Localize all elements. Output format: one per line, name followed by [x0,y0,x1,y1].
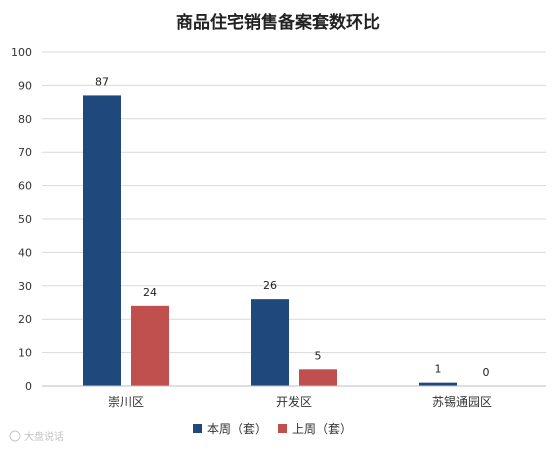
legend-swatch [193,424,202,433]
legend-label: 本周（套） [207,422,267,436]
y-tick-label: 80 [18,113,32,126]
legend[interactable]: 本周（套） 上周（套） [193,422,352,436]
x-axis-categories: 崇川区 开发区 苏锡通园区 [108,394,492,409]
y-tick-label: 60 [18,180,32,193]
data-label: 24 [143,286,157,299]
bar-this-week [83,95,121,387]
y-axis-ticks: 0 10 20 30 40 50 60 70 80 90 100 [11,46,32,393]
gridlines [42,51,546,354]
data-label: 5 [315,349,322,362]
x-category-label: 崇川区 [108,395,144,409]
data-label: 1 [435,363,442,376]
x-category-label: 苏锡通园区 [432,394,492,409]
legend-swatch [278,424,287,433]
data-labels: 87 24 26 5 1 0 [95,75,490,379]
y-tick-label: 0 [25,380,32,393]
bar-this-week [251,299,289,386]
legend-label: 上周（套） [292,422,352,436]
watermark-text: 大盘说话 [24,430,64,443]
data-label: 87 [95,75,109,88]
y-tick-label: 100 [11,46,32,59]
y-tick-label: 70 [18,146,32,159]
x-category-label: 开发区 [276,394,312,409]
watermark-icon [9,430,21,442]
y-tick-label: 40 [18,246,32,259]
data-label: 26 [263,279,277,292]
bar-this-week [419,382,457,386]
bar-last-week [299,369,337,386]
chart-title: 商品住宅销售备案套数环比 [176,12,380,33]
data-label: 0 [483,366,490,379]
y-tick-label: 10 [18,347,32,360]
y-tick-label: 90 [18,79,32,92]
y-tick-label: 30 [18,280,32,293]
bar-last-week [131,305,169,386]
watermark: 大盘说话 [9,430,64,443]
bars [83,95,457,387]
y-tick-label: 20 [18,313,32,326]
y-tick-label: 50 [18,213,32,226]
